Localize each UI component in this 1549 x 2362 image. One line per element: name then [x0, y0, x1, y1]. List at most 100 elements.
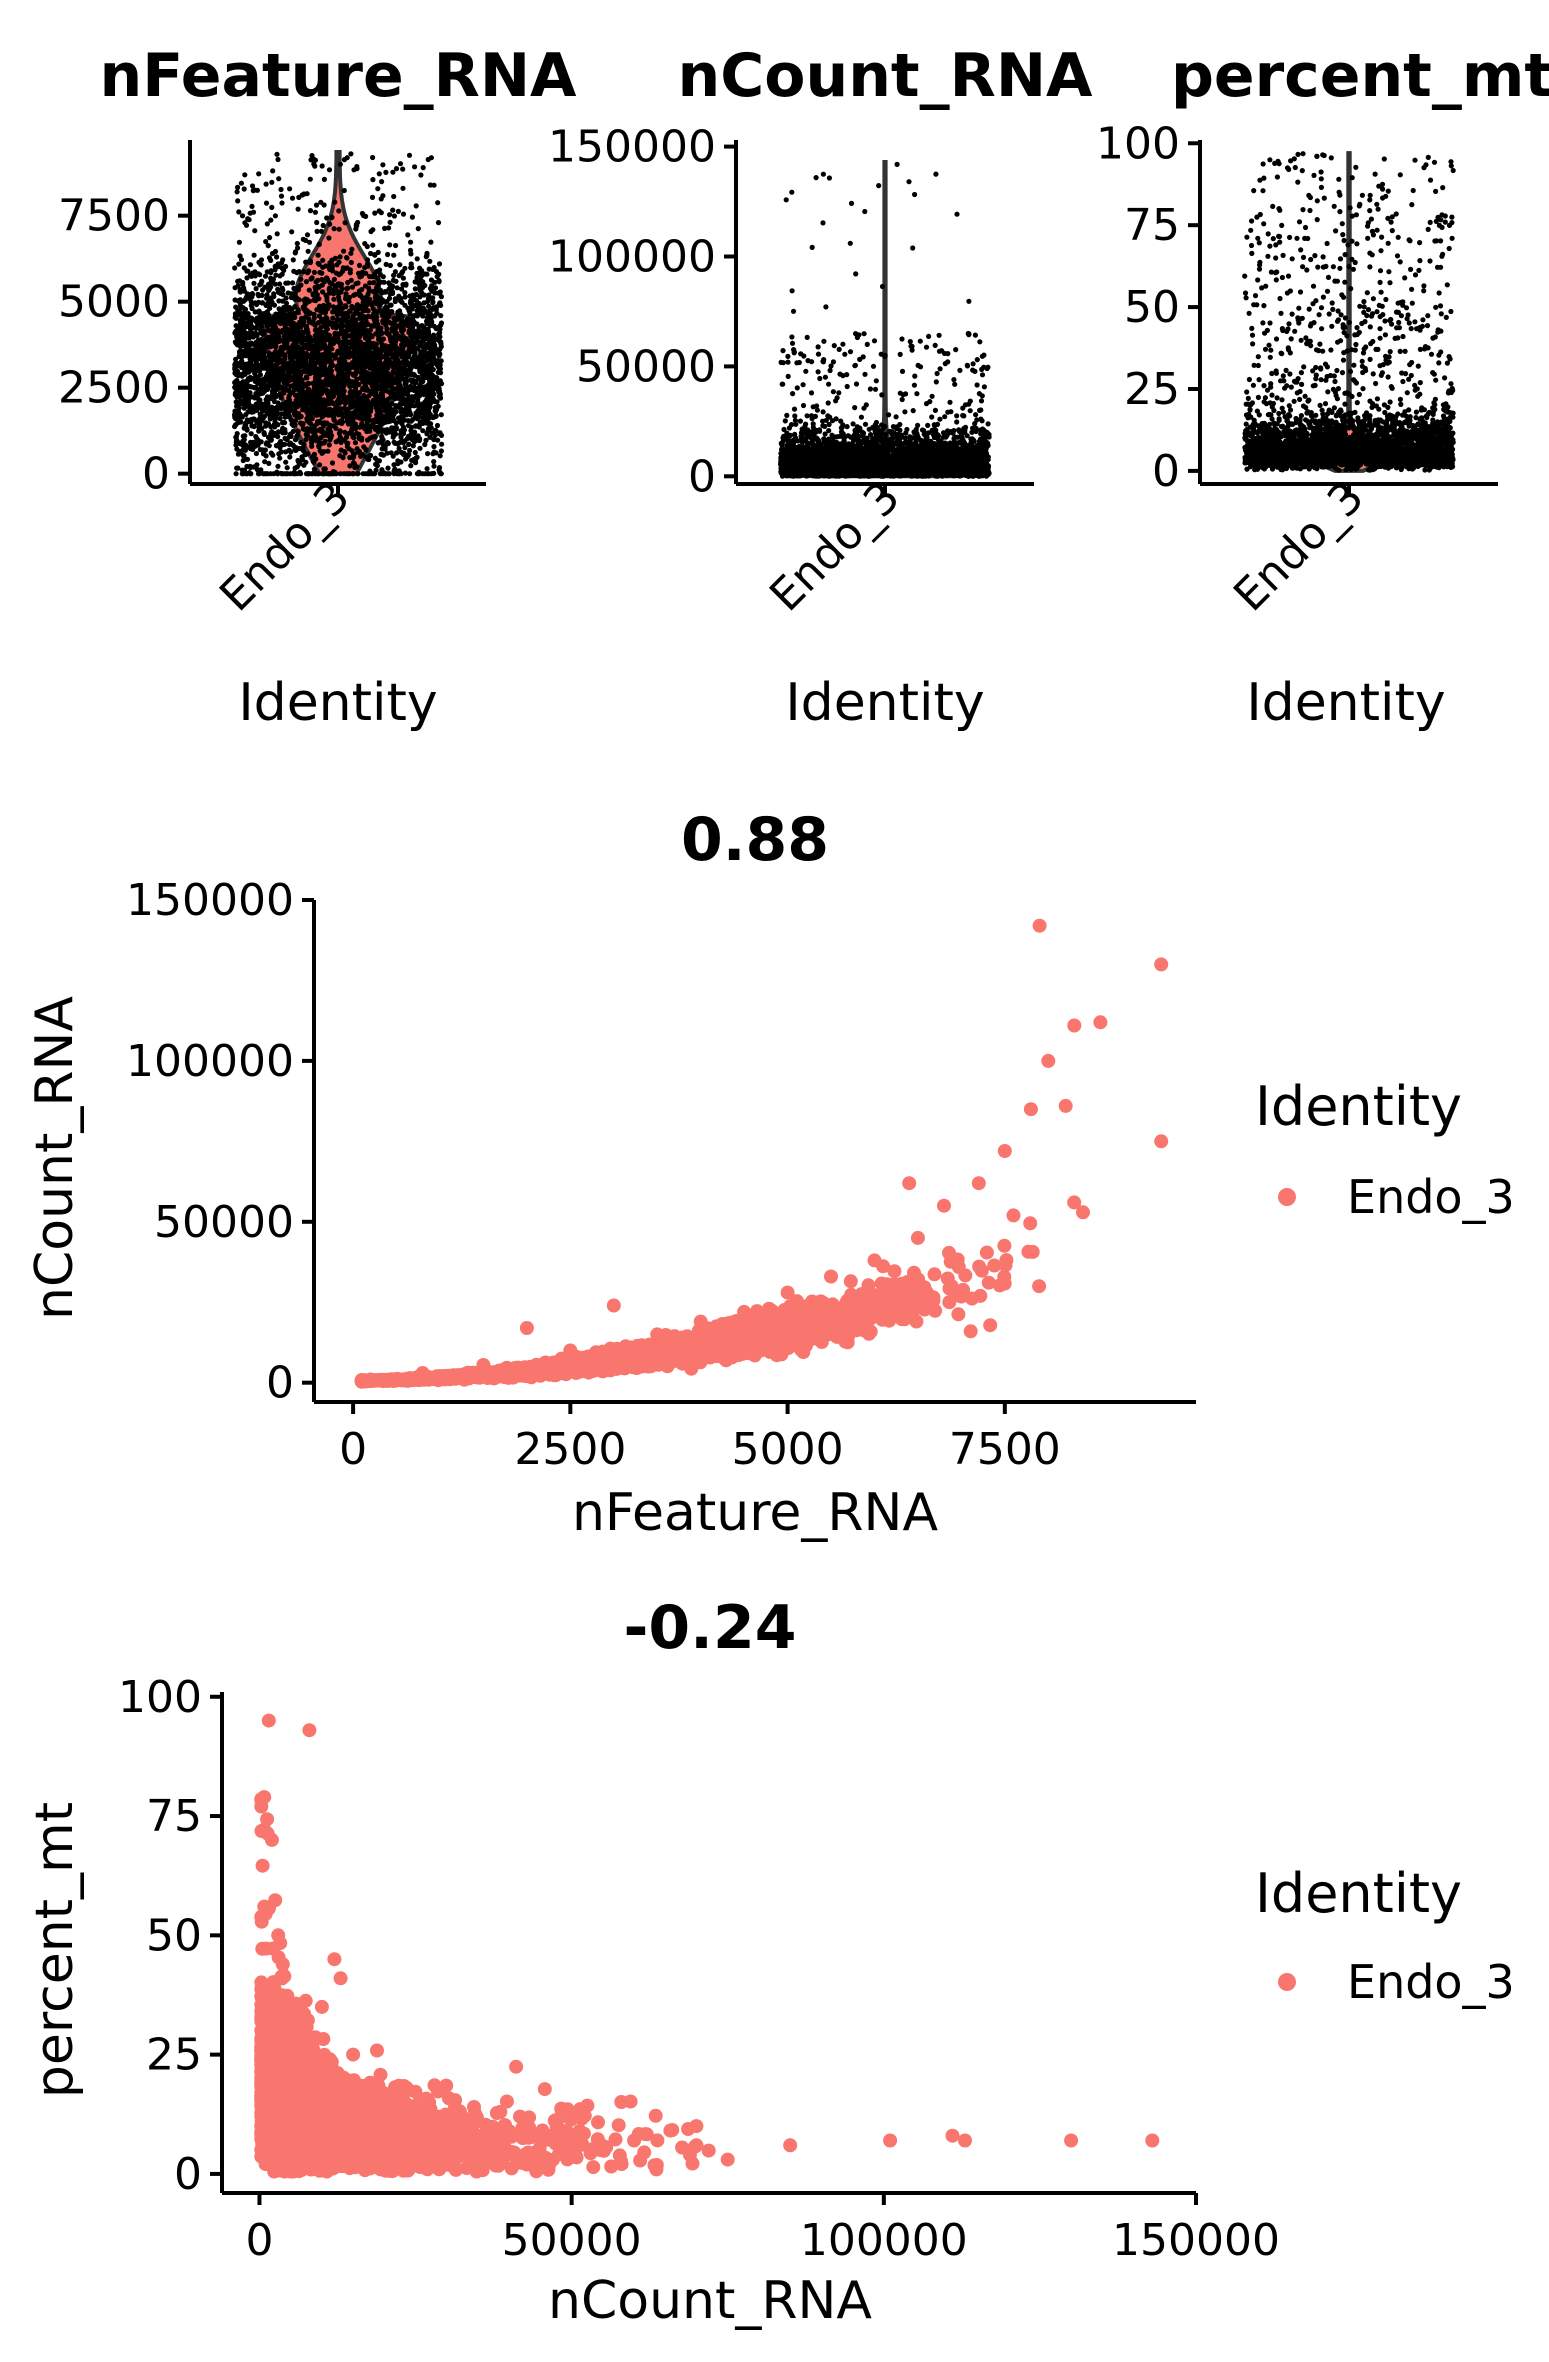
data-point: [340, 455, 346, 461]
data-point: [261, 376, 267, 382]
data-point: [257, 415, 263, 421]
data-point: [249, 273, 255, 279]
data-point: [342, 450, 348, 456]
data-point: [387, 291, 393, 297]
data-point: [387, 219, 393, 225]
data-point: [335, 304, 341, 310]
data-point: [280, 352, 286, 358]
data-point: [311, 360, 317, 366]
jitter-points: [231, 151, 445, 477]
data-point: [383, 169, 389, 175]
data-point: [368, 452, 374, 459]
data-point: [360, 471, 366, 477]
data-point: [322, 361, 328, 367]
data-point: [364, 261, 370, 267]
data-point: [271, 471, 277, 477]
data-point: [250, 209, 257, 215]
data-point: [234, 431, 240, 437]
data-point: [296, 297, 302, 303]
data-point: [365, 471, 371, 477]
data-point: [367, 280, 373, 286]
data-point: [297, 333, 303, 339]
data-point: [233, 328, 239, 334]
data-point: [348, 410, 354, 416]
data-point: [283, 280, 289, 286]
data-point: [385, 440, 391, 446]
data-point: [424, 328, 430, 334]
data-point: [387, 418, 393, 424]
data-point: [305, 451, 311, 457]
data-point: [407, 366, 413, 372]
data-point: [237, 411, 243, 417]
data-point: [858, 414, 865, 420]
data-point: [320, 409, 326, 415]
data-point: [274, 231, 280, 237]
data-point: [299, 349, 305, 355]
data-point: [353, 226, 359, 232]
data-point: [408, 377, 414, 383]
data-point: [357, 415, 363, 421]
data-point: [317, 396, 323, 402]
data-point: [243, 412, 249, 418]
data-point: [384, 305, 390, 311]
data-point: [251, 252, 257, 258]
data-point: [370, 305, 376, 312]
data-point: [270, 341, 276, 347]
data-point: [310, 454, 316, 460]
data-point: [422, 336, 428, 342]
data-point: [365, 413, 371, 419]
data-point: [396, 445, 402, 452]
data-point: [399, 317, 405, 323]
data-point: [359, 435, 365, 441]
data-point: [355, 280, 361, 286]
data-point: [279, 260, 285, 266]
data-point: [432, 313, 438, 319]
data-point: [273, 415, 279, 421]
data-point: [435, 335, 441, 341]
data-point: [399, 329, 405, 335]
data-point: [263, 441, 269, 447]
data-point: [334, 311, 340, 317]
data-point: [380, 404, 386, 410]
data-point: [836, 346, 842, 352]
data-point: [420, 165, 426, 171]
data-point: [292, 310, 298, 316]
data-point: [333, 425, 339, 431]
data-point: [272, 349, 278, 355]
data-point: [437, 330, 443, 336]
data-point: [290, 337, 296, 343]
data-point: [301, 368, 307, 374]
data-point: [408, 403, 414, 409]
data-point: [376, 336, 382, 342]
data-point: [363, 270, 369, 276]
data-point: [315, 283, 321, 289]
data-point: [232, 265, 238, 271]
data-point: [436, 279, 442, 285]
data-point: [309, 392, 315, 398]
data-point: [262, 273, 269, 279]
data-point: [423, 398, 429, 405]
data-point: [340, 414, 346, 420]
data-point: [420, 428, 426, 434]
data-point: [412, 286, 418, 292]
data-point: [314, 219, 320, 226]
data-point: [261, 328, 267, 335]
data-point: [268, 302, 274, 308]
data-point: [252, 347, 258, 353]
data-point: [376, 281, 382, 287]
data-point: [409, 360, 415, 366]
data-point: [357, 347, 363, 353]
data-point: [265, 243, 271, 249]
data-point: [409, 457, 415, 463]
data-point: [380, 298, 386, 305]
data-point: [432, 380, 438, 386]
data-point: [239, 213, 246, 219]
data-point: [405, 305, 411, 311]
data-point: [360, 299, 366, 305]
data-point: [321, 466, 327, 472]
data-point: [316, 241, 322, 247]
data-point: [391, 213, 397, 219]
data-point: [327, 437, 333, 443]
data-point: [245, 394, 251, 400]
